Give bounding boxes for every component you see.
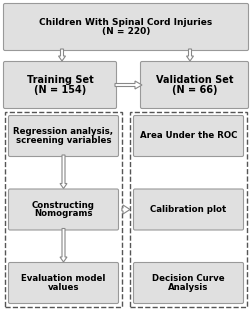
Text: Constructing: Constructing <box>32 201 95 209</box>
Text: Decision Curve: Decision Curve <box>152 274 225 283</box>
FancyBboxPatch shape <box>134 115 243 157</box>
Text: screening variables: screening variables <box>16 136 111 145</box>
FancyBboxPatch shape <box>134 262 243 304</box>
Text: (N = 154): (N = 154) <box>34 85 86 95</box>
Text: Analysis: Analysis <box>168 283 209 292</box>
Text: Evaluation model: Evaluation model <box>21 274 106 283</box>
Bar <box>130 112 247 307</box>
FancyBboxPatch shape <box>9 115 118 157</box>
Text: (N = 220): (N = 220) <box>102 27 150 36</box>
Text: Training Set: Training Set <box>27 75 93 85</box>
Bar <box>5 112 122 307</box>
FancyBboxPatch shape <box>9 189 118 230</box>
Text: Nomograms: Nomograms <box>34 209 93 218</box>
Polygon shape <box>122 205 130 214</box>
Text: Area Under the ROC: Area Under the ROC <box>140 131 237 140</box>
Polygon shape <box>60 155 67 188</box>
FancyBboxPatch shape <box>9 262 118 304</box>
Text: Children With Spinal Cord Injuries: Children With Spinal Cord Injuries <box>39 18 213 27</box>
FancyBboxPatch shape <box>4 61 116 109</box>
Polygon shape <box>115 81 142 89</box>
Polygon shape <box>58 49 66 61</box>
FancyBboxPatch shape <box>4 3 248 51</box>
FancyBboxPatch shape <box>134 189 243 230</box>
FancyBboxPatch shape <box>141 61 248 109</box>
Text: Regression analysis,: Regression analysis, <box>13 127 114 136</box>
Text: values: values <box>48 283 79 292</box>
Polygon shape <box>60 228 67 262</box>
Text: (N = 66): (N = 66) <box>172 85 217 95</box>
Text: Calibration plot: Calibration plot <box>150 205 227 214</box>
Text: Validation Set: Validation Set <box>156 75 233 85</box>
Polygon shape <box>186 49 194 61</box>
